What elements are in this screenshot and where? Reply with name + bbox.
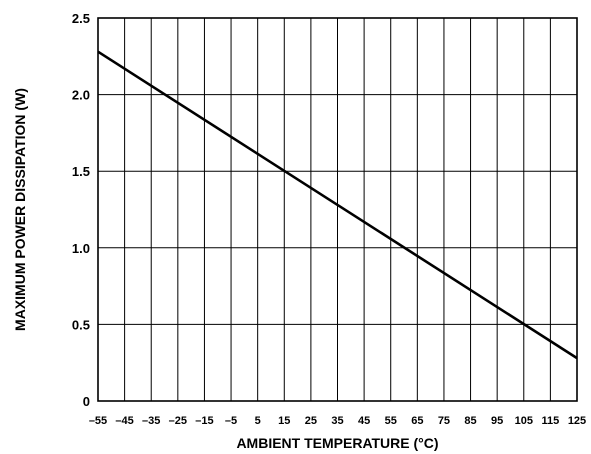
x-tick-label: –55 bbox=[89, 415, 107, 427]
x-tick-label: 15 bbox=[278, 415, 290, 427]
x-tick-label: 115 bbox=[542, 415, 560, 427]
x-tick-label: 95 bbox=[491, 415, 503, 427]
series-group bbox=[97, 50, 578, 360]
x-tick-label: –15 bbox=[195, 415, 213, 427]
y-axis-label: MAXIMUM POWER DISSIPATION (W) bbox=[12, 88, 28, 331]
x-tick-label: –5 bbox=[225, 415, 237, 427]
series-line-0 bbox=[97, 50, 578, 360]
y-tick-label: 1.5 bbox=[72, 164, 90, 179]
y-tick-label: 0.5 bbox=[72, 317, 90, 332]
x-tick-label: –25 bbox=[169, 415, 187, 427]
x-tick-label: 65 bbox=[411, 415, 423, 427]
x-tick-label: 125 bbox=[568, 415, 586, 427]
x-tick-label: 35 bbox=[331, 415, 343, 427]
x-tick-label: 105 bbox=[515, 415, 533, 427]
plot-frame bbox=[97, 17, 578, 402]
x-tick-labels: –55 –45 –35 –25 –15 –5 5 15 25 35 45 55 65 75 85 95 105 1… bbox=[89, 415, 586, 427]
x-tick-label: 25 bbox=[305, 415, 317, 427]
x-axis-label: AMBIENT TEMPERATURE (°C) bbox=[236, 435, 438, 451]
y-tick-labels: 0 0.5 1.0 1.5 2.0 2.5 bbox=[72, 11, 90, 409]
grid-lines bbox=[97, 17, 578, 402]
y-tick-label: 2.5 bbox=[72, 11, 90, 26]
y-tick-label: 1.0 bbox=[72, 241, 90, 256]
y-tick-label: 2.0 bbox=[72, 88, 90, 103]
x-tick-label: 45 bbox=[358, 415, 370, 427]
x-tick-label: 85 bbox=[464, 415, 476, 427]
x-tick-label: 5 bbox=[255, 415, 261, 427]
y-tick-label: 0 bbox=[83, 394, 90, 409]
x-tick-label: 75 bbox=[438, 415, 450, 427]
x-tick-label: –45 bbox=[115, 415, 133, 427]
x-tick-label: 55 bbox=[385, 415, 397, 427]
x-tick-label: –35 bbox=[142, 415, 160, 427]
